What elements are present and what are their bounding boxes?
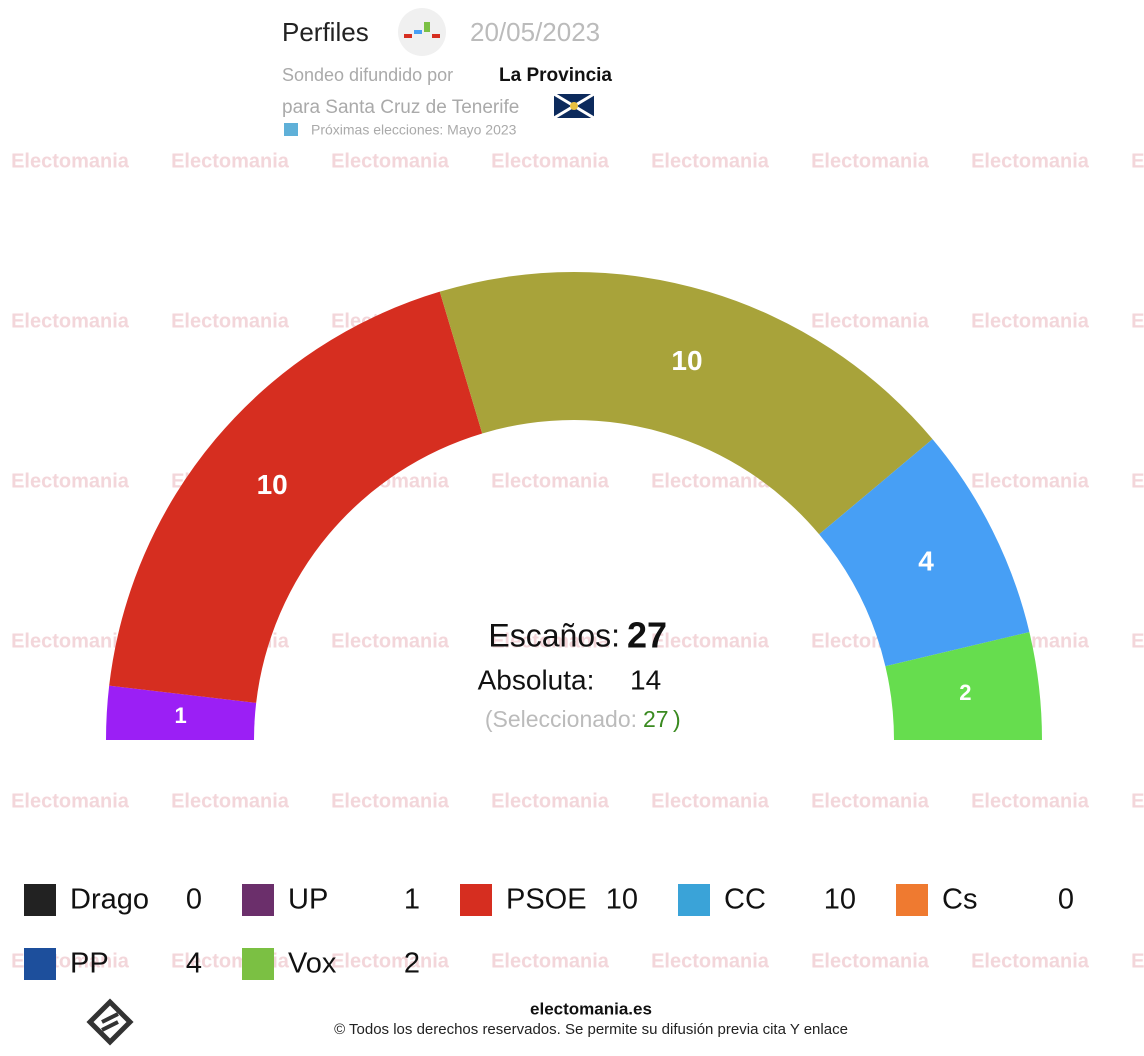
watermark: Electomania — [11, 790, 130, 812]
watermark: Electomania — [1131, 630, 1144, 652]
seat-arc — [439, 272, 933, 535]
seat-label: 4 — [918, 546, 934, 577]
watermark: Electomania — [11, 150, 130, 172]
flag — [553, 92, 595, 120]
legend-icon — [896, 884, 928, 916]
legend-value: 4 — [186, 948, 202, 980]
legend-name: CC — [724, 884, 766, 916]
source-prefix: Sondeo difundido por — [282, 65, 453, 85]
watermark: Electomania — [171, 310, 290, 332]
legend-name: UP — [288, 884, 328, 916]
watermark: Electomania — [331, 790, 450, 812]
watermark: Electomania — [491, 630, 610, 652]
selected-label: (Seleccionado: — [485, 706, 637, 732]
seat-label: 10 — [257, 469, 288, 500]
legend-name: PSOE — [506, 884, 587, 916]
watermark: Electomania — [1131, 150, 1144, 172]
watermark: Electomania — [651, 630, 770, 652]
title: Perfiles — [282, 17, 369, 47]
source: La Provincia — [499, 65, 612, 86]
ballot-icon — [284, 123, 298, 136]
watermark: Electomania — [971, 470, 1090, 492]
scope: para Santa Cruz de Tenerife — [282, 97, 519, 118]
legend-name: Drago — [70, 884, 149, 916]
watermark: Electomania — [491, 950, 610, 972]
legend-icon — [460, 884, 492, 916]
watermark: Electomania — [171, 150, 290, 172]
legend-value: 0 — [186, 884, 202, 916]
majority: 14 — [630, 664, 661, 695]
legend-value: 0 — [1058, 884, 1074, 916]
seat-arc — [109, 291, 483, 703]
footer-logo — [86, 998, 134, 1046]
date: 20/05/2023 — [470, 17, 600, 47]
legend-icon — [24, 884, 56, 916]
watermark: Electomania — [651, 470, 770, 492]
logo — [398, 8, 446, 56]
watermark: Electomania — [811, 950, 930, 972]
watermark: Electomania — [971, 790, 1090, 812]
watermark: Electomania — [651, 150, 770, 172]
selected: 27 — [643, 706, 669, 732]
watermark: Electomania — [651, 950, 770, 972]
watermark: Electomania — [1131, 950, 1144, 972]
watermark: Electomania — [11, 630, 130, 652]
watermark: Electomania — [1131, 470, 1144, 492]
watermark: Electomania — [971, 150, 1090, 172]
seat-arc — [819, 439, 1030, 667]
site: electomania.es — [530, 999, 652, 1018]
selected-close: ) — [673, 706, 681, 732]
legend-value: 10 — [606, 884, 638, 916]
watermark: Electomania — [491, 790, 610, 812]
total: 27 — [627, 615, 667, 656]
copyright: © Todos los derechos reservados. Se perm… — [334, 1021, 848, 1038]
watermark: Electomania — [11, 310, 130, 332]
legend-name: Cs — [942, 884, 977, 916]
legend-name: Vox — [288, 948, 337, 980]
watermark: Electomania — [11, 470, 130, 492]
watermark: Electomania — [1131, 790, 1144, 812]
seat-label: 1 — [175, 703, 187, 728]
seat-arc — [106, 685, 257, 740]
total-label: Escaños: — [488, 617, 620, 653]
watermark: Electomania — [971, 950, 1090, 972]
watermark: Electomania — [1131, 310, 1144, 332]
legend-value: 2 — [404, 948, 420, 980]
watermark: Electomania — [331, 630, 450, 652]
legend-name: PP — [70, 948, 109, 980]
seat-arc — [885, 632, 1042, 740]
watermark: Electomania — [331, 950, 450, 972]
next-election: Próximas elecciones: Mayo 2023 — [311, 122, 517, 138]
legend-icon — [678, 884, 710, 916]
majority-label: Absoluta: — [478, 664, 595, 695]
watermark: Electomania — [971, 310, 1090, 332]
legend-value: 10 — [824, 884, 856, 916]
legend-icon — [242, 948, 274, 980]
watermark: Electomania — [331, 150, 450, 172]
watermark: Electomania — [811, 310, 930, 332]
watermark: Electomania — [651, 790, 770, 812]
watermark: Electomania — [491, 470, 610, 492]
legend-icon — [24, 948, 56, 980]
legend-icon — [242, 884, 274, 916]
seat-label: 2 — [959, 680, 971, 705]
watermark: Electomania — [491, 150, 610, 172]
seat-label: 10 — [671, 345, 702, 376]
watermark: Electomania — [811, 150, 930, 172]
watermark: Electomania — [811, 790, 930, 812]
watermark: Electomania — [171, 790, 290, 812]
legend-value: 1 — [404, 884, 420, 916]
